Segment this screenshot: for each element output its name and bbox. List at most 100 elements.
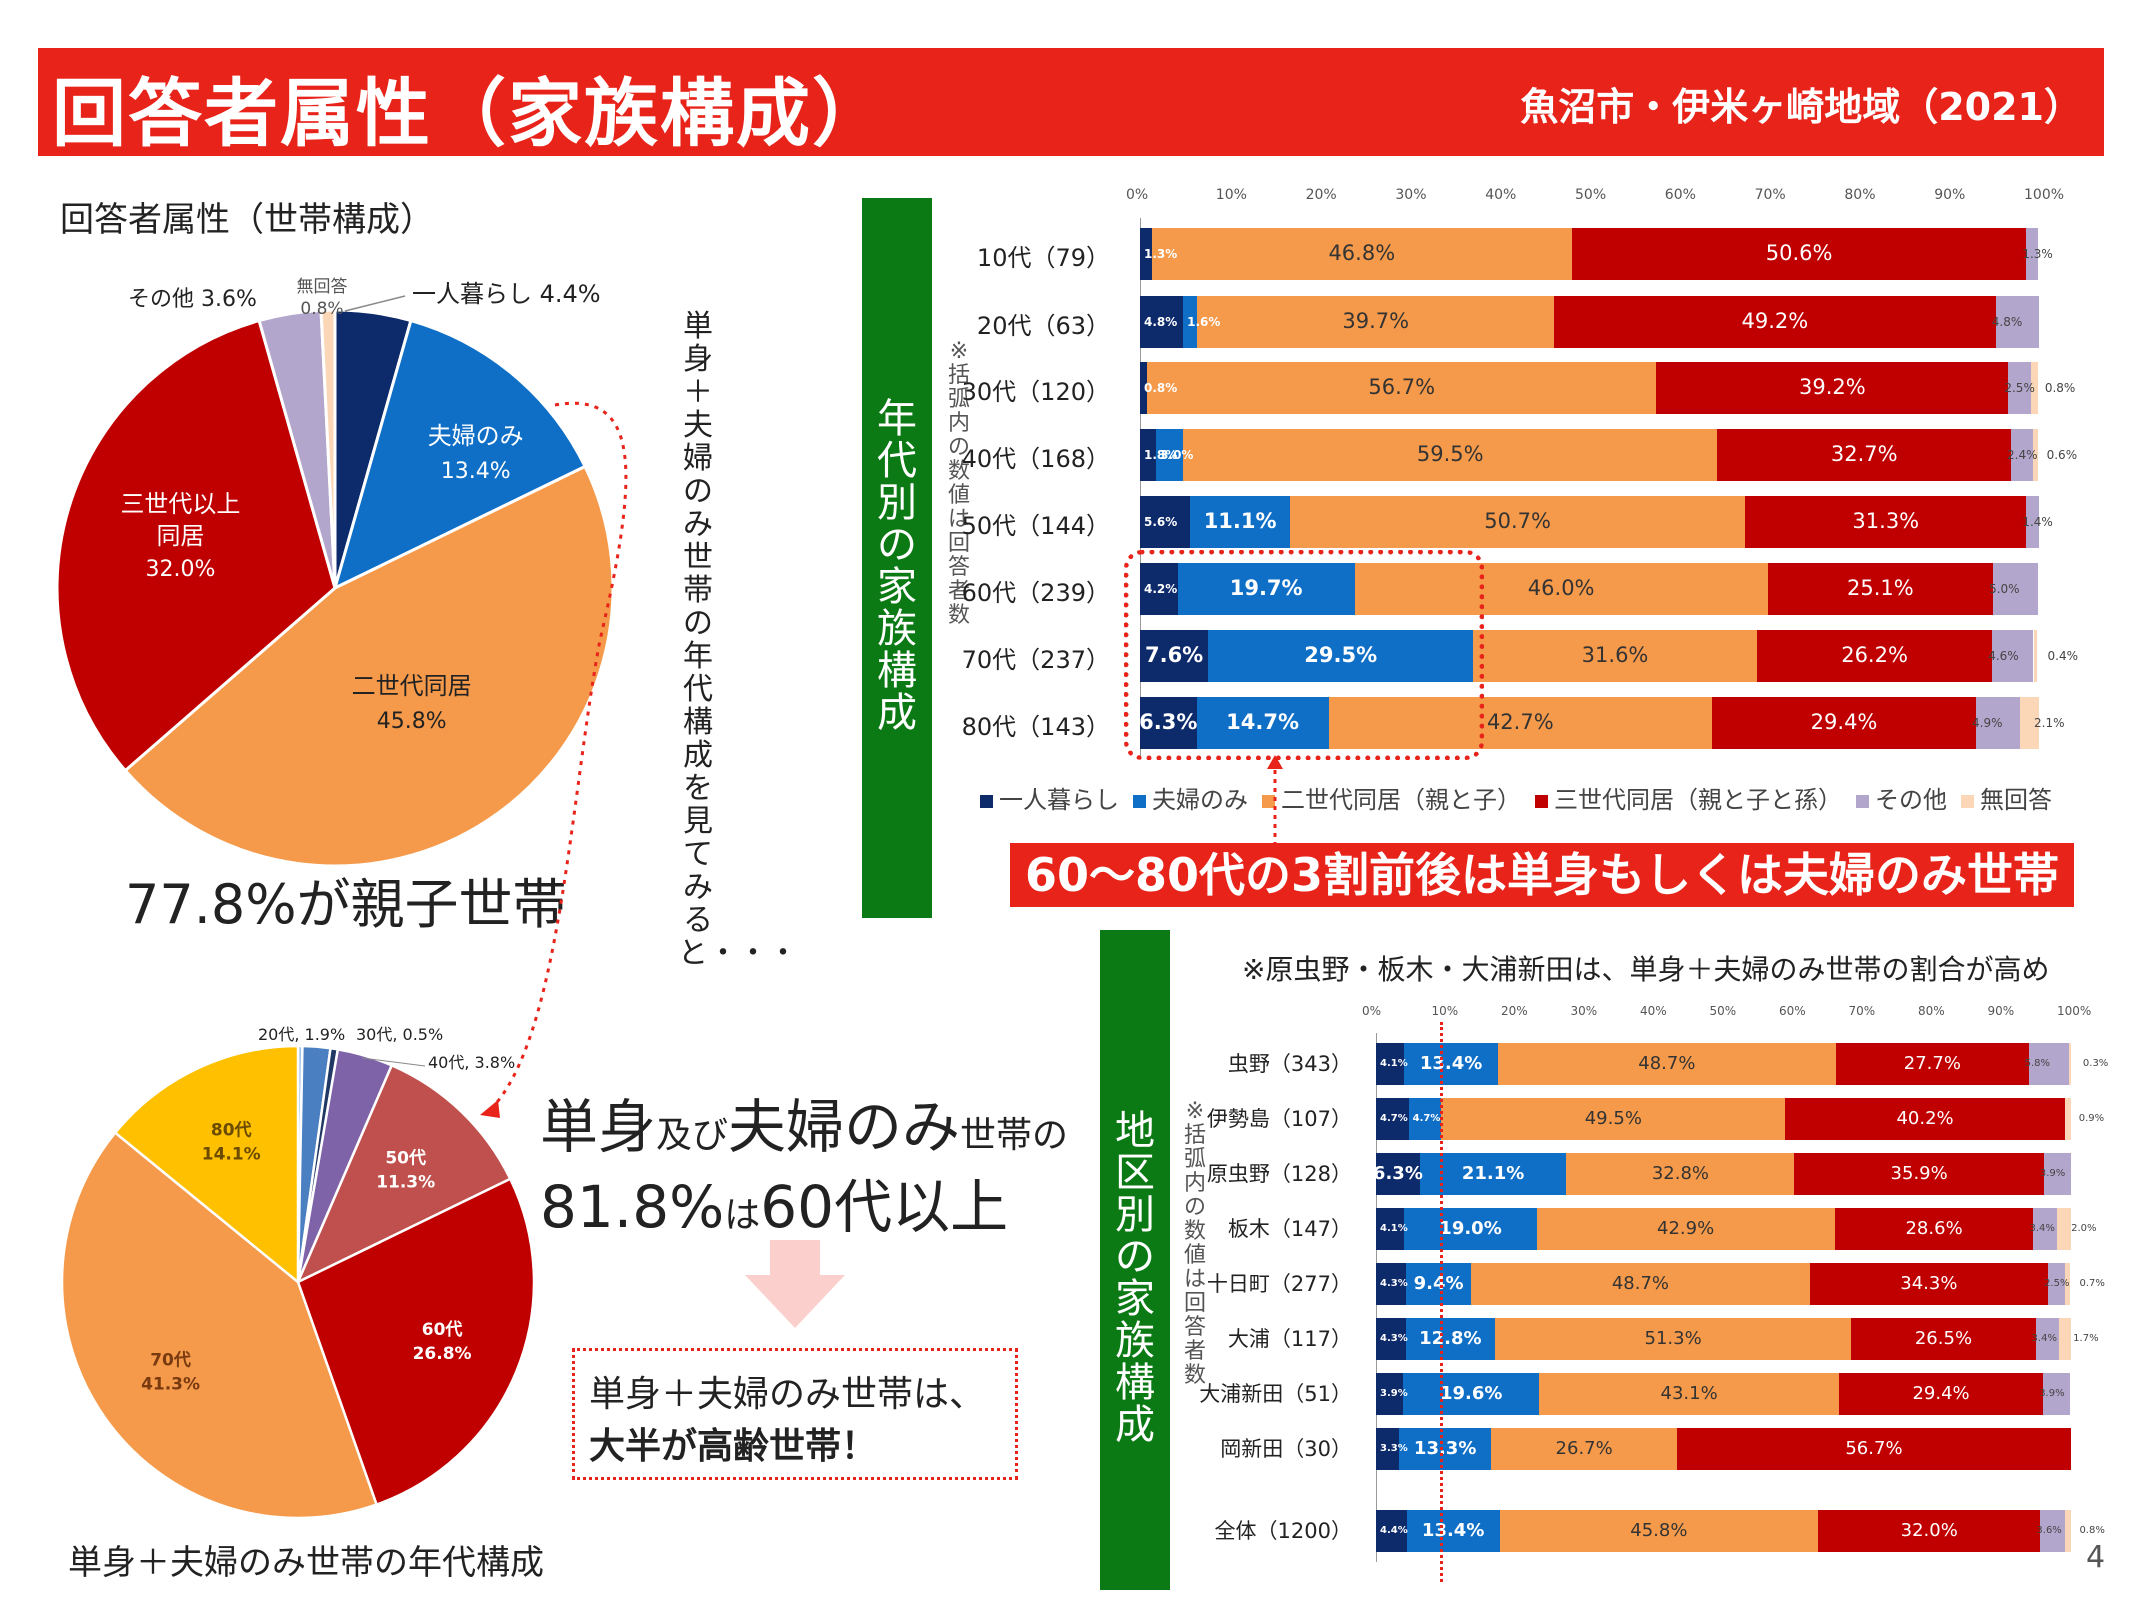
district-data-label: 13.4%	[1419, 1052, 1483, 1074]
age-tick: 100%	[2024, 187, 2065, 203]
district-data-label: 3.9%	[1380, 1387, 1408, 1399]
district-row-label: 伊勢島（107）	[1206, 1107, 1352, 1131]
age-segment	[1140, 496, 1191, 548]
pie2-label-pct-4: 11.3%	[376, 1172, 435, 1192]
district-bar: 4.1% 19.0% 42.9% 28.6% 3.4% 2.0%	[1376, 1208, 2097, 1250]
age-data-label: 46.0%	[1527, 575, 1595, 600]
age-axis	[1140, 218, 1141, 759]
district-data-label: 4.3%	[1380, 1332, 1408, 1344]
district-data-label: 27.7%	[1903, 1052, 1961, 1074]
district-segment	[1838, 1373, 2044, 1415]
district-row-label: 全体（1200）	[1214, 1519, 1352, 1543]
pie1-label-noanswer-pct: 0.8%	[300, 299, 343, 319]
district-axis	[1376, 1033, 1377, 1562]
age-data-label: 39.2%	[1798, 374, 1866, 399]
district-tick: 20%	[1501, 1004, 1528, 1018]
district-data-label: 3.4%	[2029, 1222, 2055, 1234]
age-data-label: 29.5%	[1304, 642, 1378, 667]
legend-label: 夫婦のみ	[1152, 786, 1248, 814]
age-segment	[2030, 362, 2038, 414]
age-segment	[1197, 296, 1554, 348]
age-data-label: 0.6%	[2046, 447, 2078, 462]
district-segment	[1376, 1510, 1407, 1552]
age-segment	[1289, 496, 1746, 548]
age-data-label: 14.7%	[1226, 709, 1299, 734]
age-bar: 0.8% 56.7% 39.2% 2.5% 0.8%	[1140, 362, 2075, 414]
district-bar: 3.9% 19.6% 43.1% 29.4% 3.9%	[1376, 1373, 2071, 1415]
age-segment	[2033, 630, 2038, 682]
district-data-label: 0.9%	[2078, 1112, 2105, 1124]
district-data-label: 48.7%	[1611, 1272, 1670, 1294]
district-bar: 4.1% 13.4% 48.7% 27.7% 5.8% 0.3%	[1376, 1043, 2108, 1085]
age-data-label: 7.6%	[1144, 642, 1204, 667]
district-segment	[1404, 1043, 1498, 1085]
age-callout: 60〜80代の3割前後は単身もしくは夫婦のみ世帯	[1010, 843, 2074, 907]
district-data-label: 34.3%	[1900, 1272, 1958, 1294]
district-data-label: 51.3%	[1644, 1327, 1702, 1349]
age-data-label: 2.5%	[2004, 380, 2035, 395]
district-segment	[1376, 1208, 1405, 1250]
district-segment	[1471, 1263, 1810, 1305]
age-data-label: 56.7%	[1368, 374, 1436, 399]
pie1-label-twogen-pct: 45.8%	[377, 709, 447, 734]
age-data-label: 0.4%	[2047, 648, 2079, 663]
age-data-label: 4.8%	[1144, 314, 1178, 329]
age-segment	[1767, 563, 1994, 615]
district-bar: 4.3% 12.8% 51.3% 26.5% 3.4% 1.7%	[1376, 1318, 2099, 1360]
district-reference-line	[1439, 1022, 1443, 1582]
district-segment	[1403, 1373, 1540, 1415]
age-data-label: 0.8%	[1144, 380, 1178, 395]
pie2-label-name-7: 80代	[211, 1119, 252, 1140]
district-segment	[1809, 1263, 2049, 1305]
district-segment	[1419, 1153, 1567, 1195]
district-segment	[1376, 1153, 1420, 1195]
district-segment	[2065, 1263, 2071, 1305]
age-row-label: 60代（239）	[961, 579, 1110, 607]
legend-label: 二世代同居（親と子）	[1281, 786, 1521, 814]
district-segment	[2059, 1318, 2071, 1360]
legend-item: 夫婦のみ	[1133, 786, 1248, 814]
district-data-label: 26.7%	[1555, 1437, 1613, 1459]
age-data-label: 0.8%	[2044, 380, 2076, 395]
age-segment	[1140, 630, 1209, 682]
district-data-label: 32.8%	[1651, 1162, 1709, 1184]
district-data-label: 2.0%	[2071, 1222, 2097, 1234]
page-number: 4	[2086, 1540, 2106, 1575]
age-row-label: 10代（79）	[976, 244, 1110, 272]
age-data-label: 4.6%	[1988, 648, 2019, 663]
age-segment	[1995, 296, 2039, 348]
pie2-slice-4	[295, 1063, 512, 1285]
legend-swatch	[980, 795, 993, 808]
age-segment	[1140, 362, 1148, 414]
district-note: ※括弧内の数値は回答者数	[1183, 1099, 1206, 1388]
pie1-side-note: 単身＋夫婦のみ世帯の年代構成を見てみると・・・	[678, 309, 798, 971]
district-segment	[2064, 1098, 2071, 1140]
district-data-label: 4.7%	[1412, 1112, 1441, 1124]
age-row-label: 30代（120）	[961, 378, 1110, 406]
district-data-label: 1.7%	[2073, 1332, 2099, 1344]
age-bar: 1.8% 3.0% 59.5% 32.7% 2.4% 0.6%	[1140, 429, 2077, 481]
district-segment	[1491, 1428, 1677, 1470]
district-data-label: 3.4%	[2031, 1332, 2057, 1344]
district-segment	[2033, 1208, 2058, 1250]
district-segment	[2028, 1043, 2069, 1085]
age-tick: 70%	[1754, 187, 1786, 203]
age-data-label: 50.7%	[1484, 508, 1551, 533]
district-data-label: 48.7%	[1638, 1052, 1696, 1074]
age-row-label: 20代（63）	[976, 312, 1110, 340]
age-row-label: 40代（168）	[961, 445, 1110, 473]
age-bar: 7.6% 29.5% 31.6% 26.2% 4.6% 0.4%	[1140, 630, 2078, 682]
pie2-label-name-6: 70代	[150, 1350, 191, 1371]
pie1-slice-no_answer	[319, 308, 337, 589]
district-segment	[1818, 1510, 2041, 1552]
age-segment	[2032, 429, 2038, 481]
pie1-label-threegen-pct: 32.0%	[146, 557, 216, 582]
age-side-label: 年代別の家族構成	[877, 396, 917, 736]
pie1-label-noanswer-name: 無回答	[297, 277, 348, 297]
pie1-label-threegen-name2: 同居	[156, 522, 204, 550]
pie2-label-pct-7: 14.1%	[202, 1144, 261, 1164]
district-data-label: 0.3%	[2082, 1057, 2109, 1069]
pie1-label-single: 一人暮らし 4.4%	[412, 280, 601, 308]
district-segment	[2040, 1510, 2066, 1552]
